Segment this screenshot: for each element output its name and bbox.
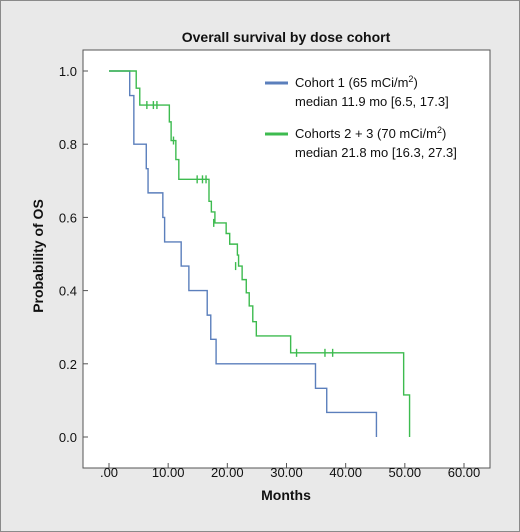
y-tick-label: 0.2 bbox=[59, 357, 77, 372]
x-axis-title: Months bbox=[261, 487, 311, 503]
x-tick-label: 50.00 bbox=[389, 465, 422, 480]
x-axis: .00 10.00 20.00 30.00 40.00 50.00 60.00 bbox=[100, 463, 480, 480]
y-tick-label: 1.0 bbox=[59, 64, 77, 79]
plot-area bbox=[82, 49, 491, 469]
y-tick-label: 0.4 bbox=[59, 284, 77, 299]
chart-title: Overall survival by dose cohort bbox=[182, 29, 391, 45]
y-tick-label: 0.8 bbox=[59, 137, 77, 152]
legend-label: Cohort 1 (65 mCi/m2) bbox=[295, 74, 418, 90]
x-tick-label: 30.00 bbox=[270, 465, 303, 480]
x-tick-label: 20.00 bbox=[211, 465, 244, 480]
legend-median: median 21.8 mo [16.3, 27.3] bbox=[295, 145, 457, 160]
y-tick-label: 0.6 bbox=[59, 210, 77, 225]
x-tick-label: 10.00 bbox=[152, 465, 185, 480]
legend: Cohort 1 (65 mCi/m2) median 11.9 mo [6.5,… bbox=[265, 74, 457, 160]
y-axis-title: Probability of OS bbox=[30, 199, 46, 313]
legend-median: median 11.9 mo [6.5, 17.3] bbox=[295, 94, 449, 109]
x-tick-label: 60.00 bbox=[448, 465, 481, 480]
series-line-1 bbox=[109, 70, 378, 437]
x-tick-label: .00 bbox=[100, 465, 118, 480]
legend-label: Cohorts 2 + 3 (70 mCi/m2) bbox=[295, 125, 446, 141]
x-tick-label: 40.00 bbox=[329, 465, 362, 480]
y-axis: 0.0 0.2 0.4 0.6 0.8 1.0 bbox=[59, 64, 88, 445]
series-line-2 bbox=[109, 70, 411, 437]
series-layer bbox=[109, 70, 411, 437]
y-tick-label: 0.0 bbox=[59, 430, 77, 445]
